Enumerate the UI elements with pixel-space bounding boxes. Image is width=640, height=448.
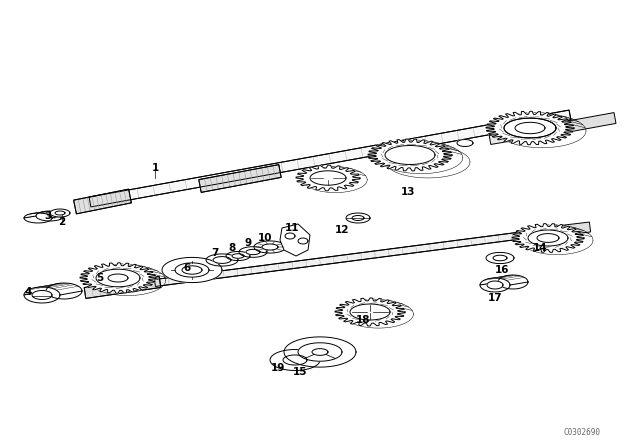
Polygon shape [310, 171, 346, 185]
Polygon shape [515, 122, 545, 134]
Text: 15: 15 [292, 367, 307, 377]
Polygon shape [36, 211, 64, 221]
Text: 8: 8 [228, 243, 236, 253]
Text: 10: 10 [258, 233, 272, 243]
Polygon shape [498, 275, 528, 289]
Polygon shape [487, 281, 503, 289]
Polygon shape [213, 257, 231, 263]
Polygon shape [335, 298, 405, 326]
Polygon shape [493, 255, 507, 261]
Polygon shape [55, 211, 65, 215]
Text: 1: 1 [152, 163, 159, 173]
Polygon shape [96, 269, 140, 287]
Polygon shape [175, 263, 209, 277]
Polygon shape [182, 266, 202, 274]
Polygon shape [254, 241, 286, 253]
Polygon shape [285, 233, 295, 239]
Polygon shape [50, 209, 70, 217]
Polygon shape [528, 230, 568, 246]
Polygon shape [162, 258, 222, 283]
Text: 13: 13 [401, 187, 415, 197]
Polygon shape [296, 165, 360, 191]
Polygon shape [24, 213, 52, 223]
Text: 6: 6 [184, 263, 191, 273]
Text: 4: 4 [24, 287, 32, 297]
Polygon shape [24, 287, 60, 303]
Polygon shape [74, 189, 131, 214]
Polygon shape [154, 229, 540, 286]
Polygon shape [239, 247, 267, 257]
Polygon shape [32, 290, 52, 300]
Polygon shape [504, 118, 556, 138]
Polygon shape [298, 343, 342, 361]
Polygon shape [537, 233, 559, 242]
Polygon shape [512, 224, 584, 252]
Polygon shape [480, 278, 510, 292]
Polygon shape [385, 146, 435, 164]
Polygon shape [108, 274, 128, 282]
Text: 9: 9 [244, 238, 252, 248]
Polygon shape [489, 125, 551, 144]
Polygon shape [46, 283, 82, 299]
Polygon shape [262, 244, 278, 250]
Text: 11: 11 [285, 223, 300, 233]
Polygon shape [486, 111, 574, 145]
Polygon shape [350, 304, 390, 320]
Polygon shape [89, 110, 571, 207]
Polygon shape [206, 254, 238, 266]
Polygon shape [84, 276, 161, 298]
Text: 19: 19 [271, 363, 285, 373]
Polygon shape [199, 164, 281, 192]
Polygon shape [298, 238, 308, 244]
Polygon shape [80, 263, 156, 293]
Text: 5: 5 [97, 273, 104, 283]
Polygon shape [559, 112, 616, 134]
Polygon shape [270, 349, 320, 370]
Polygon shape [280, 224, 310, 256]
Polygon shape [283, 355, 307, 365]
Text: 18: 18 [356, 315, 371, 325]
Text: 14: 14 [532, 243, 547, 253]
Polygon shape [384, 145, 431, 161]
Text: C0302690: C0302690 [563, 427, 600, 436]
Polygon shape [504, 118, 556, 138]
Polygon shape [540, 222, 591, 238]
Text: 17: 17 [488, 293, 502, 303]
Polygon shape [368, 139, 452, 171]
Text: 12: 12 [335, 225, 349, 235]
Polygon shape [312, 349, 328, 355]
Text: 7: 7 [211, 248, 219, 258]
Polygon shape [386, 146, 470, 178]
Polygon shape [226, 251, 250, 261]
Text: 2: 2 [58, 217, 66, 227]
Polygon shape [486, 252, 514, 263]
Polygon shape [457, 139, 473, 146]
Text: 16: 16 [495, 265, 509, 275]
Text: 3: 3 [44, 211, 52, 221]
Polygon shape [284, 337, 356, 367]
Polygon shape [346, 213, 370, 223]
Polygon shape [232, 254, 244, 258]
Polygon shape [352, 215, 364, 220]
Polygon shape [246, 250, 260, 254]
